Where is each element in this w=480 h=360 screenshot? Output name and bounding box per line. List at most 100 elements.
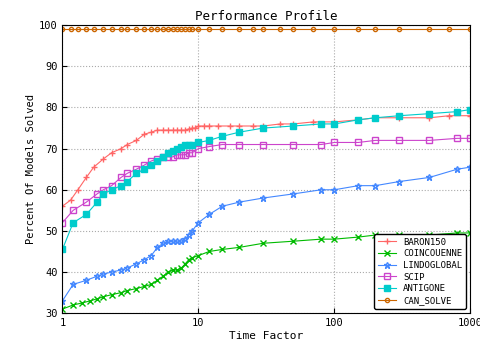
LINDOGLOBAL bbox=[170, 239, 176, 243]
BARON150 bbox=[372, 116, 378, 120]
CAN_SOLVE bbox=[186, 27, 192, 31]
CAN_SOLVE bbox=[68, 27, 73, 31]
LINDOGLOBAL bbox=[118, 268, 124, 272]
CAN_SOLVE bbox=[148, 27, 154, 31]
BARON150 bbox=[68, 198, 73, 202]
ANTIGONE bbox=[206, 138, 212, 143]
CAN_SOLVE bbox=[356, 27, 361, 31]
SCIP bbox=[155, 157, 160, 161]
SCIP bbox=[468, 136, 473, 140]
SCIP bbox=[70, 208, 76, 212]
BARON150 bbox=[179, 128, 184, 132]
BARON150 bbox=[216, 124, 221, 128]
CAN_SOLVE bbox=[170, 27, 176, 31]
LINDOGLOBAL bbox=[160, 241, 166, 246]
BARON150 bbox=[91, 165, 96, 169]
ANTIGONE bbox=[219, 134, 225, 139]
CAN_SOLVE bbox=[165, 27, 171, 31]
SCIP bbox=[182, 153, 188, 157]
COINCOUENNE bbox=[94, 297, 100, 301]
Title: Performance Profile: Performance Profile bbox=[195, 10, 337, 23]
LINDOGLOBAL bbox=[84, 278, 89, 283]
Legend: BARON150, COINCOUENNE, LINDOGLOBAL, SCIP, ANTIGONE, CAN_SOLVE: BARON150, COINCOUENNE, LINDOGLOBAL, SCIP… bbox=[374, 234, 466, 309]
BARON150 bbox=[250, 124, 255, 128]
LINDOGLOBAL bbox=[70, 282, 76, 287]
BARON150 bbox=[174, 128, 180, 132]
ANTIGONE bbox=[261, 126, 266, 130]
CAN_SOLVE bbox=[446, 27, 452, 31]
BARON150 bbox=[84, 175, 89, 180]
COINCOUENNE bbox=[148, 282, 154, 287]
BARON150 bbox=[108, 150, 114, 155]
CAN_SOLVE bbox=[206, 27, 212, 31]
ANTIGONE bbox=[174, 147, 180, 151]
CAN_SOLVE bbox=[160, 27, 166, 31]
SCIP bbox=[100, 188, 106, 192]
BARON150 bbox=[311, 120, 316, 124]
BARON150 bbox=[396, 116, 402, 120]
COINCOUENNE bbox=[372, 233, 378, 237]
BARON150 bbox=[261, 124, 266, 128]
BARON150 bbox=[165, 128, 171, 132]
CAN_SOLVE bbox=[118, 27, 124, 31]
LINDOGLOBAL bbox=[427, 175, 432, 180]
COINCOUENNE bbox=[182, 262, 188, 266]
ANTIGONE bbox=[182, 142, 188, 147]
ANTIGONE bbox=[108, 188, 114, 192]
SCIP bbox=[261, 142, 266, 147]
LINDOGLOBAL bbox=[94, 274, 100, 278]
COINCOUENNE bbox=[318, 237, 324, 241]
BARON150 bbox=[468, 113, 473, 118]
CAN_SOLVE bbox=[189, 27, 195, 31]
CAN_SOLVE bbox=[133, 27, 139, 31]
COINCOUENNE bbox=[396, 233, 402, 237]
COINCOUENNE bbox=[133, 286, 139, 291]
ANTIGONE bbox=[356, 118, 361, 122]
BARON150 bbox=[133, 138, 139, 143]
CAN_SOLVE bbox=[75, 27, 81, 31]
BARON150 bbox=[170, 128, 176, 132]
BARON150 bbox=[142, 132, 147, 136]
CAN_SOLVE bbox=[174, 27, 180, 31]
SCIP bbox=[165, 155, 171, 159]
COINCOUENNE bbox=[332, 237, 337, 241]
COINCOUENNE bbox=[124, 288, 130, 293]
ANTIGONE bbox=[186, 142, 192, 147]
ANTIGONE bbox=[160, 155, 166, 159]
CAN_SOLVE bbox=[182, 27, 188, 31]
ANTIGONE bbox=[179, 144, 184, 149]
SCIP bbox=[237, 142, 242, 147]
ANTIGONE bbox=[318, 122, 324, 126]
CAN_SOLVE bbox=[332, 27, 337, 31]
LINDOGLOBAL bbox=[468, 165, 473, 169]
ANTIGONE bbox=[142, 167, 147, 171]
BARON150 bbox=[356, 118, 361, 122]
SCIP bbox=[94, 192, 100, 196]
BARON150 bbox=[189, 126, 195, 130]
BARON150 bbox=[100, 157, 106, 161]
COINCOUENNE bbox=[290, 239, 296, 243]
LINDOGLOBAL bbox=[182, 237, 188, 241]
LINDOGLOBAL bbox=[372, 184, 378, 188]
LINDOGLOBAL bbox=[186, 233, 192, 237]
ANTIGONE bbox=[189, 142, 195, 147]
LINDOGLOBAL bbox=[219, 204, 225, 208]
Line: SCIP: SCIP bbox=[60, 136, 473, 225]
SCIP bbox=[356, 140, 361, 145]
ANTIGONE bbox=[165, 150, 171, 155]
ANTIGONE bbox=[195, 140, 201, 145]
BARON150 bbox=[427, 116, 432, 120]
LINDOGLOBAL bbox=[356, 184, 361, 188]
COINCOUENNE bbox=[356, 235, 361, 239]
LINDOGLOBAL bbox=[148, 253, 154, 258]
ANTIGONE bbox=[148, 163, 154, 167]
COINCOUENNE bbox=[100, 294, 106, 299]
COINCOUENNE bbox=[237, 245, 242, 249]
ANTIGONE bbox=[100, 192, 106, 196]
BARON150 bbox=[75, 188, 81, 192]
CAN_SOLVE bbox=[468, 27, 473, 31]
ANTIGONE bbox=[84, 212, 89, 217]
ANTIGONE bbox=[332, 122, 337, 126]
Line: CAN_SOLVE: CAN_SOLVE bbox=[60, 27, 472, 31]
LINDOGLOBAL bbox=[124, 266, 130, 270]
